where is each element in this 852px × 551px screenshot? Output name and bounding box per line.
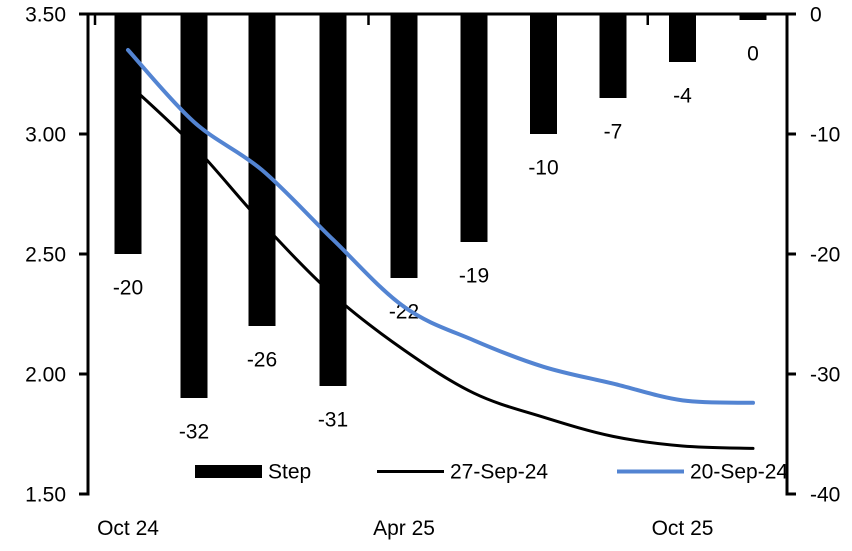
step-bar [739,14,767,20]
right-axis-tick-label: -30 [810,364,840,387]
step-bar [319,14,347,386]
bar-data-label: -32 [179,421,209,444]
step-bar [530,14,557,134]
bar-data-label: -19 [459,265,489,288]
series-line-27-sep-24 [126,82,755,450]
left-axis-tick-label: 3.50 [25,4,66,27]
bar-data-label: -4 [673,85,692,108]
step-bar [180,14,208,398]
step-bar [390,14,418,278]
step-bar [114,14,142,254]
left-axis-tick-label: 2.00 [25,364,66,387]
left-axis-tick-label: 1.50 [25,484,66,507]
legend-label-27-sep-24: 27-Sep-24 [450,461,548,484]
legend-label-step: Step [268,461,311,484]
x-axis-tick-label: Oct 25 [652,517,714,540]
step-bar [460,14,488,242]
bar-data-label: -7 [604,121,623,144]
bar-data-label: -26 [247,349,277,372]
x-axis-tick-label: Oct 24 [97,517,159,540]
bar-data-label: -22 [389,301,419,324]
legend-swatch-step [195,465,262,478]
bar-data-label: 0 [747,43,759,66]
series-line-20-sep-24 [126,48,755,405]
left-axis-tick-label: 3.00 [25,124,66,147]
step-bar [669,14,696,62]
step-bar [599,14,627,98]
right-axis-tick-label: -10 [810,124,840,147]
right-axis-tick-label: -20 [810,244,840,267]
bar-data-label: -20 [113,277,143,300]
bar-data-label: -10 [528,157,558,180]
x-axis-tick-label: Apr 25 [373,517,435,540]
legend-label-20-sep-24: 20-Sep-24 [690,461,788,484]
bar-data-label: -31 [318,409,348,432]
right-axis-tick-label: 0 [810,4,822,27]
right-axis-tick-label: -40 [810,484,840,507]
left-axis-tick-label: 2.50 [25,244,66,267]
